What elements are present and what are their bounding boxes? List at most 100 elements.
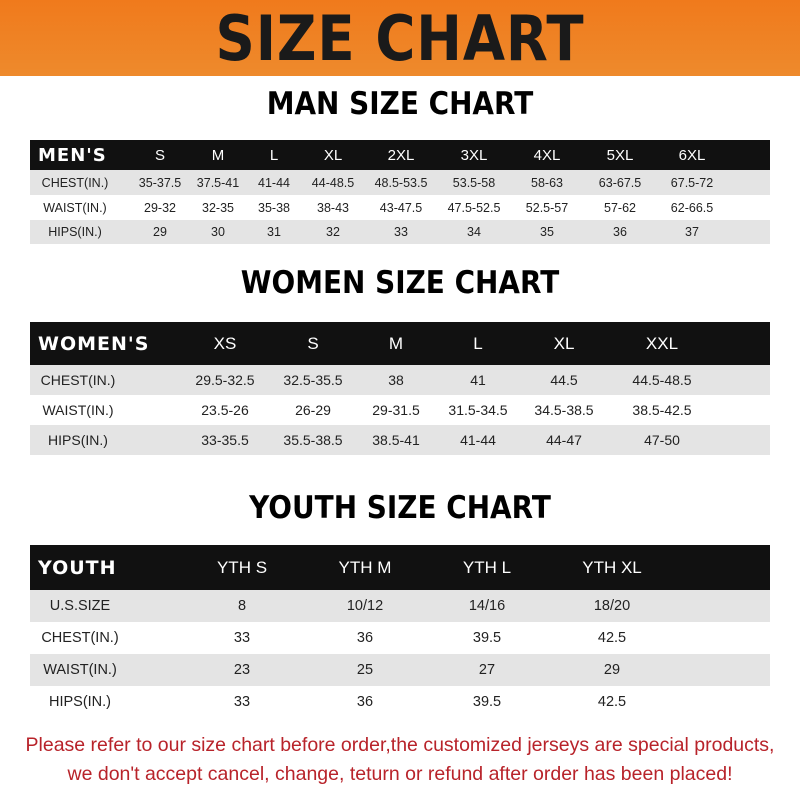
measurement-cell: 18/20 [593, 598, 631, 614]
header-row: YOUTH YTH S YTH M YTH L YTH XL [30, 545, 770, 590]
size-header-cell: L [473, 333, 483, 353]
measurement-cell: 30 [211, 225, 225, 239]
size-header-cell: YTH L [462, 557, 512, 577]
row-label: U.S.SIZE [49, 598, 111, 614]
size-header-cell: XL [323, 146, 343, 164]
size-header-cell: M [388, 333, 404, 353]
measurement-cell: 42.5 [597, 694, 627, 710]
table-row: HIPS(IN.) 33 36 39.5 42.5 [30, 686, 770, 718]
measurement-cell: 44.5-48.5 [632, 372, 692, 388]
row-label: WAIST(IN.) [43, 200, 107, 215]
measurement-cell: 39.5 [472, 630, 502, 646]
women-title: WOMEN SIZE CHART [240, 265, 560, 301]
measurement-cell: 63-67.5 [598, 175, 642, 190]
measurement-cell: 32 [326, 225, 340, 239]
measurement-cell: 53.5-58 [452, 175, 496, 190]
measurement-cell: 67.5-72 [670, 175, 714, 190]
measurement-cell: 29-32 [144, 200, 176, 215]
measurement-cell: 34 [467, 225, 481, 239]
measurement-cell: 33 [394, 225, 408, 239]
men-title: MAN SIZE CHART [266, 86, 534, 122]
measurement-cell: 52.5-57 [525, 200, 569, 215]
table-title-cell: MEN'S [38, 144, 107, 166]
row-label: WAIST(IN.) [43, 662, 117, 678]
size-header-cell: XL [553, 333, 575, 353]
measurement-cell: 35-37.5 [138, 175, 182, 190]
table-row: WAIST(IN.) 23 25 27 29 [30, 654, 770, 686]
measurement-cell: 29 [603, 662, 621, 678]
size-header-cell: L [269, 146, 279, 164]
size-header-cell: 2XL [387, 146, 415, 164]
measurement-cell: 35 [540, 225, 554, 239]
footer-notice-line2: we don't accept cancel, change, teturn o… [67, 763, 733, 785]
measurement-cell: 25 [356, 662, 374, 678]
table-row: WAIST(IN.) 23.5-26 26-29 29-31.5 31.5-34.5 34… [30, 395, 770, 425]
measurement-cell: 57-62 [604, 200, 636, 215]
row-label: HIPS(IN.) [48, 694, 112, 710]
size-header-cell: 3XL [460, 146, 488, 164]
measurement-cell: 42.5 [597, 630, 627, 646]
measurement-cell: 37.5-41 [196, 175, 240, 190]
measurement-cell: 36 [356, 694, 374, 710]
measurement-cell: 41 [470, 372, 486, 388]
measurement-cell: 23.5-26 [201, 402, 249, 418]
measurement-cell: 35-38 [258, 200, 290, 215]
measurement-cell: 38-43 [317, 200, 349, 215]
measurement-cell: 44-47 [546, 432, 582, 448]
header-row: MEN'S S M L XL 2XL 3XL 4XL 5XL 6XL [30, 140, 770, 170]
measurement-cell: 48.5-53.5 [374, 175, 428, 190]
measurement-cell: 39.5 [472, 694, 502, 710]
measurement-cell: 34.5-38.5 [534, 402, 594, 418]
measurement-cell: 33 [233, 694, 251, 710]
size-header-cell: XXL [645, 333, 679, 353]
row-label: HIPS(IN.) [48, 432, 108, 448]
measurement-cell: 35.5-38.5 [283, 432, 343, 448]
table-title-cell: YOUTH [38, 556, 117, 579]
measurement-cell: 44.5 [550, 372, 578, 388]
measurement-cell: 43-47.5 [379, 200, 423, 215]
size-header-cell: YTH XL [582, 557, 642, 577]
measurement-cell: 10/12 [346, 598, 384, 614]
measurement-cell: 31 [267, 225, 281, 239]
measurement-cell: 62-66.5 [670, 200, 714, 215]
measurement-cell: 31.5-34.5 [448, 402, 508, 418]
measurement-cell: 38.5-41 [372, 432, 420, 448]
measurement-cell: 58-63 [531, 175, 563, 190]
measurement-cell: 29.5-32.5 [195, 372, 255, 388]
size-header-cell: XS [213, 333, 237, 353]
size-header-cell: S [307, 333, 319, 353]
men-size-table: MEN'S S M L XL 2XL 3XL 4XL 5XL 6XL CHEST(IN.) 35-37… [30, 140, 770, 244]
size-header-cell: YTH M [338, 557, 392, 577]
measurement-cell: 33 [233, 630, 251, 646]
measurement-cell: 29-31.5 [372, 402, 420, 418]
table-row: CHEST(IN.) 33 36 39.5 42.5 [30, 622, 770, 654]
measurement-cell: 32.5-35.5 [283, 372, 343, 388]
measurement-cell: 44-48.5 [311, 175, 355, 190]
measurement-cell: 32-35 [202, 200, 234, 215]
measurement-cell: 36 [356, 630, 374, 646]
youth-title: YOUTH SIZE CHART [249, 490, 551, 526]
measurement-cell: 33-35.5 [201, 432, 249, 448]
table-row: CHEST(IN.) 29.5-32.5 32.5-35.5 38 41 44.5 44.5… [30, 365, 770, 395]
measurement-cell: 26-29 [295, 402, 331, 418]
size-header-cell: S [154, 146, 166, 164]
measurement-cell: 37 [685, 225, 699, 239]
measurement-cell: 47.5-52.5 [447, 200, 501, 215]
measurement-cell: 14/16 [468, 598, 506, 614]
measurement-cell: 38.5-42.5 [632, 402, 692, 418]
table-title-cell: WOMEN'S [38, 332, 150, 355]
size-header-cell: 4XL [533, 146, 561, 164]
banner-title: SIZE CHART [215, 2, 585, 75]
row-label: HIPS(IN.) [48, 225, 102, 239]
size-header-cell: 5XL [606, 146, 634, 164]
measurement-cell: 23 [233, 662, 251, 678]
size-header-cell: M [211, 146, 225, 164]
row-label: WAIST(IN.) [42, 402, 114, 418]
table-row: HIPS(IN.) 29 30 31 32 33 34 35 36 37 [30, 220, 770, 244]
row-label: CHEST(IN.) [40, 372, 116, 388]
measurement-cell: 41-44 [258, 175, 290, 190]
header-row: WOMEN'S XS S M L XL XXL [30, 322, 770, 365]
table-row: CHEST(IN.) 35-37.5 37.5-41 41-44 44-48.5 48.5… [30, 170, 770, 195]
table-row: HIPS(IN.) 33-35.5 35.5-38.5 38.5-41 41-44 44-… [30, 425, 770, 455]
table-row: WAIST(IN.) 29-32 32-35 35-38 38-43 43-47.5 47.… [30, 195, 770, 220]
